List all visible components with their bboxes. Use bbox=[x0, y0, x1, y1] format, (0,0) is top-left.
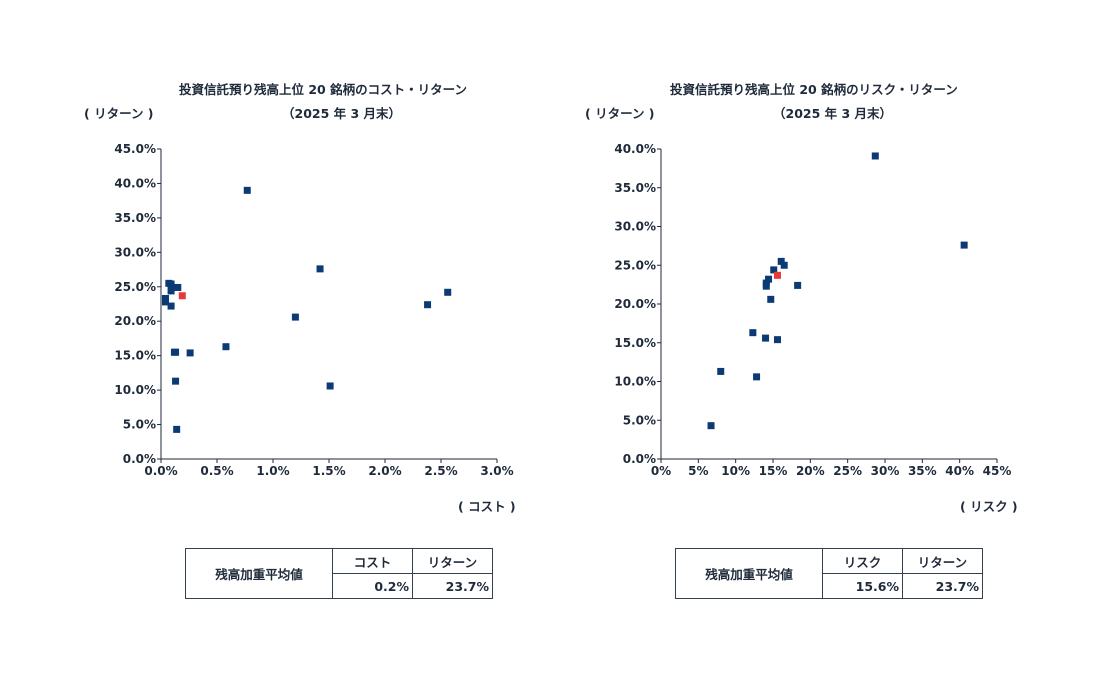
y-tick-label: 35.0% bbox=[114, 211, 156, 225]
fund-point bbox=[174, 283, 182, 291]
cost-value: 0.2% bbox=[332, 573, 413, 599]
y-tick-label: 25.0% bbox=[614, 258, 656, 272]
x-tick-label: 1.5% bbox=[312, 464, 345, 478]
y-tick-label: 30.0% bbox=[614, 220, 656, 234]
fund-point bbox=[749, 329, 757, 337]
weighted-average-point bbox=[773, 271, 781, 279]
x-tick-label: 0.5% bbox=[200, 464, 233, 478]
fund-point bbox=[316, 265, 324, 273]
risk-return-scatter: 0.0% 5.0% 10.0% 15.0% 20.0% 25.0% 30.0% 35.0% 40… bbox=[614, 142, 1012, 478]
y-tick-label: 5.0% bbox=[123, 418, 156, 432]
fund-point bbox=[767, 295, 775, 303]
y-tick-label: 15.0% bbox=[614, 336, 656, 350]
fund-point bbox=[871, 152, 879, 160]
x-tick-label: 1.0% bbox=[256, 464, 289, 478]
fund-point bbox=[161, 298, 169, 306]
fund-point bbox=[753, 373, 761, 381]
y-tick-label: 15.0% bbox=[114, 349, 156, 363]
fund-point bbox=[717, 367, 725, 375]
fund-point bbox=[765, 275, 773, 283]
y-tick-label: 5.0% bbox=[623, 413, 656, 427]
fund-point bbox=[794, 281, 802, 289]
y-tick-label: 20.0% bbox=[614, 297, 656, 311]
x-tick-label: 10% bbox=[721, 464, 750, 478]
weighted-average-label: 残高加重平均値 bbox=[675, 548, 823, 599]
y-tick-label: 40.0% bbox=[114, 176, 156, 190]
y-tick-label: 40.0% bbox=[614, 142, 656, 156]
x-tick-label: 0% bbox=[651, 464, 671, 478]
y-tick-label: 10.0% bbox=[614, 375, 656, 389]
fund-point bbox=[960, 241, 968, 249]
x-tick-label: 2.0% bbox=[368, 464, 401, 478]
fund-point bbox=[762, 334, 770, 342]
y-tick-label: 25.0% bbox=[114, 280, 156, 294]
x-tick-label: 45% bbox=[983, 464, 1012, 478]
y-tick-label: 30.0% bbox=[114, 245, 156, 259]
cost-return-scatter: 0.0% 5.0% 10.0% 15.0% 20.0% 25.0% 30.0% 35.0% 40… bbox=[114, 142, 513, 478]
fund-point bbox=[780, 261, 788, 269]
fund-point bbox=[167, 302, 175, 310]
fund-point bbox=[762, 282, 770, 290]
weighted-average-point bbox=[178, 292, 186, 300]
cost-return-panel: 投資信託預り残高上位 20 銘柄のコスト・リターン （2025 年 3 月末） … bbox=[0, 0, 540, 696]
fund-point bbox=[773, 336, 781, 344]
y-tick-label: 45.0% bbox=[114, 142, 156, 156]
x-tick-label: 5% bbox=[688, 464, 708, 478]
y-axis-label: ( リターン ) bbox=[585, 106, 655, 121]
fund-point bbox=[167, 280, 175, 288]
fund-point bbox=[444, 288, 452, 296]
fund-point bbox=[770, 266, 778, 274]
fund-point bbox=[291, 313, 299, 321]
return-value: 23.7% bbox=[902, 573, 983, 599]
y-tick-label: 0.0% bbox=[123, 452, 156, 466]
x-tick-label: 15% bbox=[759, 464, 788, 478]
risk-return-panel: 投資信託預り残高上位 20 銘柄のリスク・リターン （2025 年 3 月末） … bbox=[500, 0, 1040, 696]
fund-point bbox=[186, 349, 194, 357]
x-tick-label: 2.5% bbox=[424, 464, 457, 478]
return-header: リターン bbox=[902, 548, 983, 574]
summary-table: 残高加重平均値 コスト リターン 0.2% 23.7% bbox=[185, 548, 493, 599]
x-tick-label: 35% bbox=[908, 464, 937, 478]
chart-subtitle: （2025 年 3 月末） bbox=[282, 106, 402, 121]
fund-point bbox=[424, 301, 432, 309]
x-tick-label: 40% bbox=[945, 464, 974, 478]
fund-point bbox=[243, 186, 251, 194]
y-tick-label: 35.0% bbox=[614, 181, 656, 195]
chart-title: 投資信託預り残高上位 20 銘柄のコスト・リターン bbox=[179, 82, 467, 97]
fund-point bbox=[172, 377, 180, 385]
return-value: 23.7% bbox=[412, 573, 493, 599]
fund-point bbox=[707, 422, 715, 430]
chart-title: 投資信託預り残高上位 20 銘柄のリスク・リターン bbox=[670, 82, 958, 97]
fund-point bbox=[173, 425, 181, 433]
x-axis-label: ( コスト ) bbox=[458, 499, 516, 514]
summary-table: 残高加重平均値 リスク リターン 15.6% 23.7% bbox=[675, 548, 983, 599]
x-axis-label: ( リスク ) bbox=[960, 499, 1018, 514]
x-tick-label: 25% bbox=[833, 464, 862, 478]
fund-point bbox=[326, 382, 334, 390]
y-axis-label: ( リターン ) bbox=[84, 106, 154, 121]
risk-header: リスク bbox=[822, 548, 903, 574]
risk-value: 15.6% bbox=[822, 573, 903, 599]
x-tick-label: 20% bbox=[796, 464, 825, 478]
return-header: リターン bbox=[412, 548, 493, 574]
y-tick-label: 0.0% bbox=[623, 452, 656, 466]
fund-point bbox=[222, 343, 230, 351]
weighted-average-label: 残高加重平均値 bbox=[185, 548, 333, 599]
x-tick-label: 0.0% bbox=[144, 464, 177, 478]
y-tick-label: 10.0% bbox=[114, 383, 156, 397]
fund-point bbox=[172, 348, 180, 356]
fund-point bbox=[167, 287, 175, 295]
x-tick-label: 30% bbox=[871, 464, 900, 478]
x-tick-label: 3.0% bbox=[480, 464, 513, 478]
chart-subtitle: （2025 年 3 月末） bbox=[773, 106, 893, 121]
y-tick-label: 20.0% bbox=[114, 314, 156, 328]
cost-header: コスト bbox=[332, 548, 413, 574]
fund-point bbox=[777, 257, 785, 265]
